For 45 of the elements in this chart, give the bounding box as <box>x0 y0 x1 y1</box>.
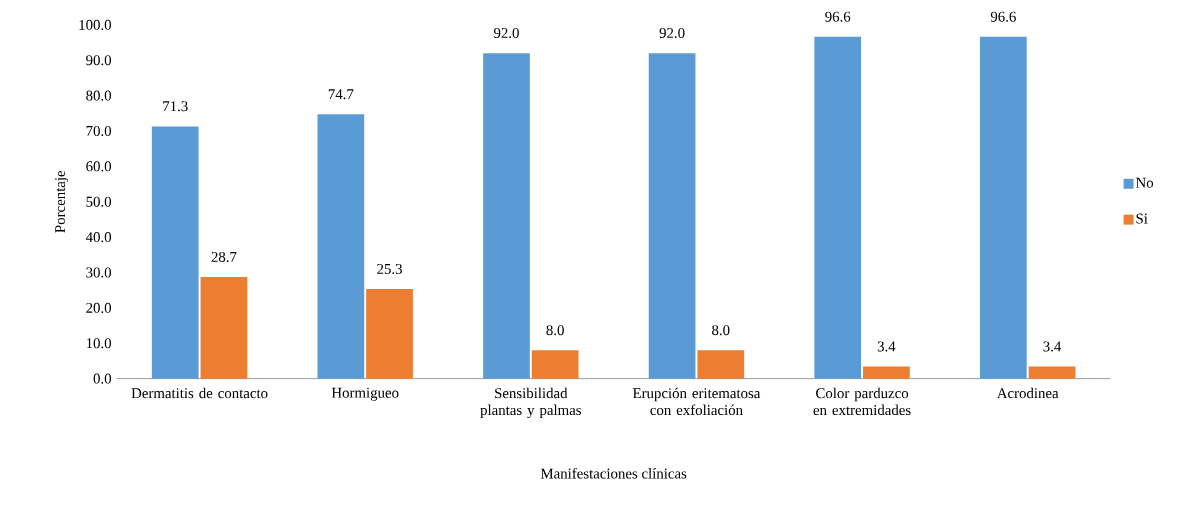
x-tick-label: Color parduzco en extremidades <box>813 387 911 416</box>
legend-label: No <box>1135 177 1154 188</box>
data-label: 3.4 <box>1043 341 1062 352</box>
x-tick-label: Sensibilidad plantas y palmas <box>480 387 581 419</box>
y-tick-label: 50.0 <box>86 196 112 207</box>
bar <box>648 53 696 379</box>
y-tick-label: 40.0 <box>85 232 112 243</box>
y-tick-label: 30.0 <box>86 267 112 278</box>
x-tick-label: Hormigueo <box>331 387 399 401</box>
y-axis-title: Porcentaje <box>55 171 69 233</box>
x-tick-label: Acrodinea <box>996 387 1059 399</box>
y-tick-label: 10.0 <box>86 338 112 349</box>
bar <box>1028 366 1076 379</box>
bar <box>531 350 579 379</box>
data-label: 25.3 <box>377 264 402 275</box>
data-label: 74.7 <box>328 89 354 100</box>
legend-label: Si <box>1136 213 1148 224</box>
y-tick-label: 60.0 <box>86 161 112 172</box>
y-tick-label: 80.0 <box>86 90 112 101</box>
data-label: 92.0 <box>659 28 685 39</box>
bar <box>317 114 365 379</box>
data-label: 92.0 <box>493 28 519 39</box>
data-label: 96.6 <box>990 11 1016 22</box>
bar <box>697 350 745 379</box>
data-label: 8.0 <box>712 325 730 336</box>
y-tick-label: 70.0 <box>86 126 112 137</box>
data-label: 96.6 <box>825 11 851 22</box>
bar <box>979 37 1027 379</box>
bar <box>814 37 862 379</box>
bar <box>200 277 248 379</box>
y-tick-label: 0.0 <box>93 373 112 384</box>
y-tick-label: 90.0 <box>86 55 112 66</box>
data-label: 28.7 <box>211 252 237 263</box>
bar <box>151 126 199 379</box>
bar <box>863 366 910 379</box>
x-tick-label: Erupción eritematosa con exfoliación <box>632 387 761 416</box>
x-axis-title: Manifestaciones clínicas <box>540 468 687 479</box>
x-tick-label: Dermatitis de contacto <box>131 387 268 399</box>
data-label: 71.3 <box>163 101 188 112</box>
bar <box>366 289 413 379</box>
y-tick-label: 20.0 <box>86 302 112 314</box>
y-tick-label: 100.0 <box>79 19 112 31</box>
data-label: 8.0 <box>546 325 564 336</box>
bar <box>483 53 530 379</box>
data-label: 3.4 <box>877 341 896 352</box>
